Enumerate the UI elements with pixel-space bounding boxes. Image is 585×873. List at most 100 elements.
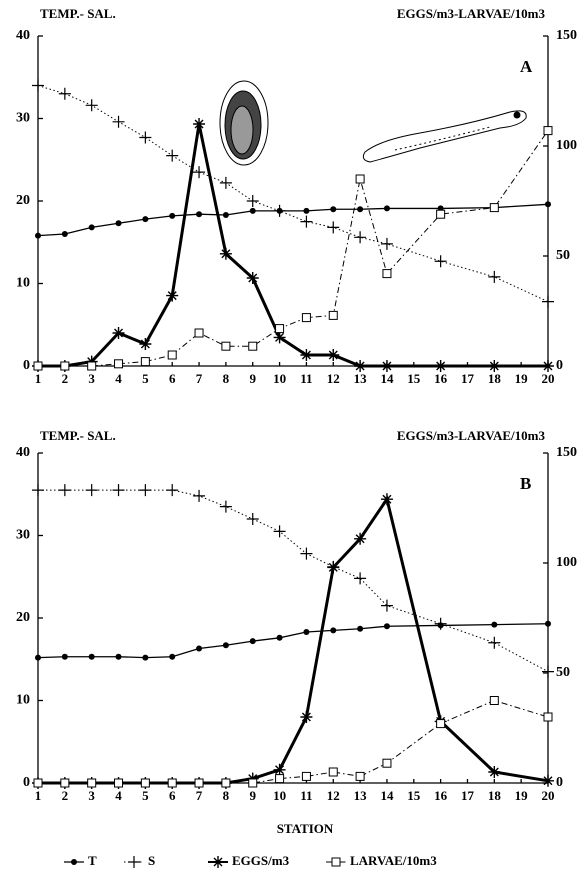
y2-tick-label: 150	[556, 28, 577, 43]
legend-label: LARVAE/10m3	[350, 853, 437, 868]
series-line	[38, 131, 548, 366]
series-line	[38, 499, 548, 783]
marker	[274, 205, 286, 217]
marker	[89, 224, 95, 230]
x-tick-label: 9	[249, 371, 256, 386]
marker	[169, 654, 175, 660]
marker	[32, 80, 44, 92]
marker	[276, 775, 284, 783]
marker	[542, 775, 554, 787]
y-tick-label: 30	[16, 528, 30, 543]
marker	[62, 654, 68, 660]
marker	[195, 329, 203, 337]
marker	[115, 360, 123, 368]
x-tick-label: 15	[407, 788, 421, 803]
marker	[62, 231, 68, 237]
y2-tick-label: 50	[556, 248, 570, 263]
larva-illustration	[363, 111, 526, 162]
legend-marker	[332, 858, 340, 866]
y2-axis-label: EGGS/m3-LARVAE/10m3	[397, 428, 546, 443]
marker	[88, 362, 96, 370]
x-tick-label: 16	[434, 371, 448, 386]
marker	[222, 342, 230, 350]
marker	[116, 654, 122, 660]
series-line	[38, 86, 548, 302]
x-tick-label: 10	[273, 371, 286, 386]
marker	[113, 116, 125, 128]
marker	[327, 221, 339, 233]
x-tick-label: 19	[515, 371, 529, 386]
marker	[356, 175, 364, 183]
marker	[302, 314, 310, 322]
marker	[223, 642, 229, 648]
marker	[169, 213, 175, 219]
x-tick-label: 15	[407, 371, 421, 386]
panel-label: B	[520, 474, 531, 493]
marker	[220, 501, 232, 513]
marker	[34, 779, 42, 787]
marker	[35, 233, 41, 239]
marker	[300, 711, 312, 723]
panel-label: A	[520, 57, 533, 76]
marker	[544, 713, 552, 721]
axis-frame	[38, 36, 548, 366]
x-tick-label: 4	[115, 788, 122, 803]
x-tick-label: 12	[327, 371, 340, 386]
marker	[330, 206, 336, 212]
x-tick-label: 18	[488, 371, 502, 386]
x-tick-label: 9	[249, 788, 256, 803]
y-axis-label: TEMP.- SAL.	[40, 428, 116, 443]
marker	[542, 296, 554, 308]
marker	[435, 255, 447, 267]
x-tick-label: 1	[35, 788, 42, 803]
x-tick-label: 7	[196, 371, 203, 386]
marker	[142, 655, 148, 661]
y2-tick-label: 150	[556, 445, 577, 460]
y2-axis-label: EGGS/m3-LARVAE/10m3	[397, 6, 546, 21]
marker	[195, 779, 203, 787]
marker	[357, 206, 363, 212]
marker	[488, 271, 500, 283]
marker	[327, 349, 339, 361]
marker	[329, 768, 337, 776]
marker	[61, 362, 69, 370]
x-tick-label: 2	[62, 788, 69, 803]
marker	[381, 238, 393, 250]
marker	[220, 177, 232, 189]
marker	[141, 779, 149, 787]
y2-tick-label: 100	[556, 138, 577, 153]
marker	[32, 484, 44, 496]
marker	[249, 779, 257, 787]
marker	[34, 362, 42, 370]
marker	[303, 629, 309, 635]
marker	[274, 764, 286, 776]
marker	[166, 484, 178, 496]
marker	[300, 548, 312, 560]
marker	[247, 195, 259, 207]
x-tick-label: 1	[35, 371, 42, 386]
x-tick-label: 20	[542, 788, 555, 803]
y-tick-label: 10	[16, 693, 30, 708]
x-tick-label: 6	[169, 788, 176, 803]
x-tick-label: 8	[223, 788, 230, 803]
marker	[193, 118, 205, 130]
egg-illustration	[220, 81, 268, 165]
marker	[329, 311, 337, 319]
marker	[545, 201, 551, 207]
marker	[383, 759, 391, 767]
marker	[196, 646, 202, 652]
marker	[168, 351, 176, 359]
marker	[139, 131, 151, 143]
figure: TEMP.- SAL.EGGS/m3-LARVAE/10m3A010203040…	[0, 0, 585, 873]
marker	[277, 635, 283, 641]
axis-frame	[38, 453, 548, 783]
marker	[490, 697, 498, 705]
marker	[384, 205, 390, 211]
marker	[330, 627, 336, 633]
marker	[250, 208, 256, 214]
marker	[300, 216, 312, 228]
y-tick-label: 40	[16, 445, 30, 460]
marker	[193, 166, 205, 178]
marker	[542, 666, 554, 678]
marker	[223, 212, 229, 218]
